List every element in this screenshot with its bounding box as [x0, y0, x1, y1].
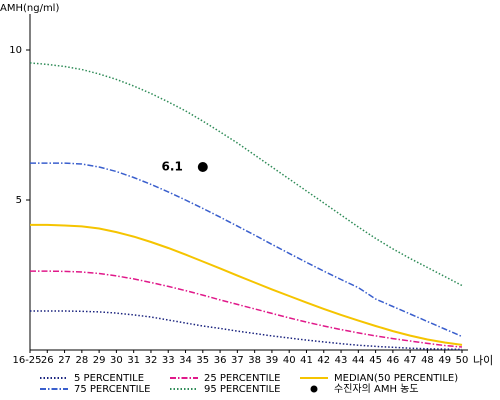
x-axis-label: 나이 — [473, 354, 493, 367]
x-tick-label: 46 — [387, 355, 400, 366]
legend-label: 75 PERCENTILE — [74, 384, 150, 395]
x-tick-label: 40 — [283, 355, 296, 366]
x-tick-label: 29 — [93, 355, 106, 366]
x-tick-label: 27 — [58, 355, 71, 366]
series-line — [30, 162, 463, 338]
legend-label: 5 PERCENTILE — [74, 373, 144, 384]
x-tick-label: 37 — [231, 355, 244, 366]
x-tick-label: 45 — [369, 355, 382, 366]
marker-point — [197, 162, 208, 172]
x-tick-label: 32 — [145, 355, 158, 366]
x-tick-label: 41 — [300, 355, 313, 366]
series-line — [29, 62, 463, 287]
series-line — [30, 310, 463, 351]
x-tick-label: 43 — [335, 355, 348, 366]
x-tick-label: 38 — [248, 355, 261, 366]
x-tick-label: 16-25 — [12, 355, 41, 366]
x-tick-label: 36 — [214, 355, 227, 366]
x-tick-label: 34 — [179, 355, 192, 366]
x-tick-label: 42 — [317, 355, 330, 366]
x-tick-label: 47 — [404, 355, 417, 366]
y-axis-label: AMH(ng/ml) — [0, 3, 59, 14]
x-tick-label: 48 — [421, 355, 434, 366]
y-tick-label: 10 — [9, 45, 22, 56]
x-tick-label: 28 — [75, 355, 88, 366]
x-tick-label: 35 — [196, 355, 209, 366]
legend-label: 95 PERCENTILE — [204, 384, 280, 395]
legend-label: MEDIAN(50 PERCENTILE) — [334, 373, 458, 384]
x-tick-label: 39 — [266, 355, 279, 366]
marker-label: 6.1 — [162, 160, 183, 174]
legend-marker — [310, 385, 318, 393]
legend-label: 25 PERCENTILE — [204, 373, 280, 384]
y-tick-label: 5 — [16, 195, 22, 206]
series-line — [30, 223, 463, 346]
x-tick-label: 33 — [162, 355, 175, 366]
series-line — [30, 270, 463, 348]
x-tick-label: 30 — [110, 355, 123, 366]
x-tick-label: 50 — [456, 355, 469, 366]
legend-label: 수진자의 AMH 농도 — [334, 383, 419, 395]
x-tick-label: 31 — [127, 355, 140, 366]
x-tick-label: 26 — [41, 355, 54, 366]
x-tick-label: 49 — [438, 355, 451, 366]
x-tick-label: 44 — [352, 355, 365, 366]
